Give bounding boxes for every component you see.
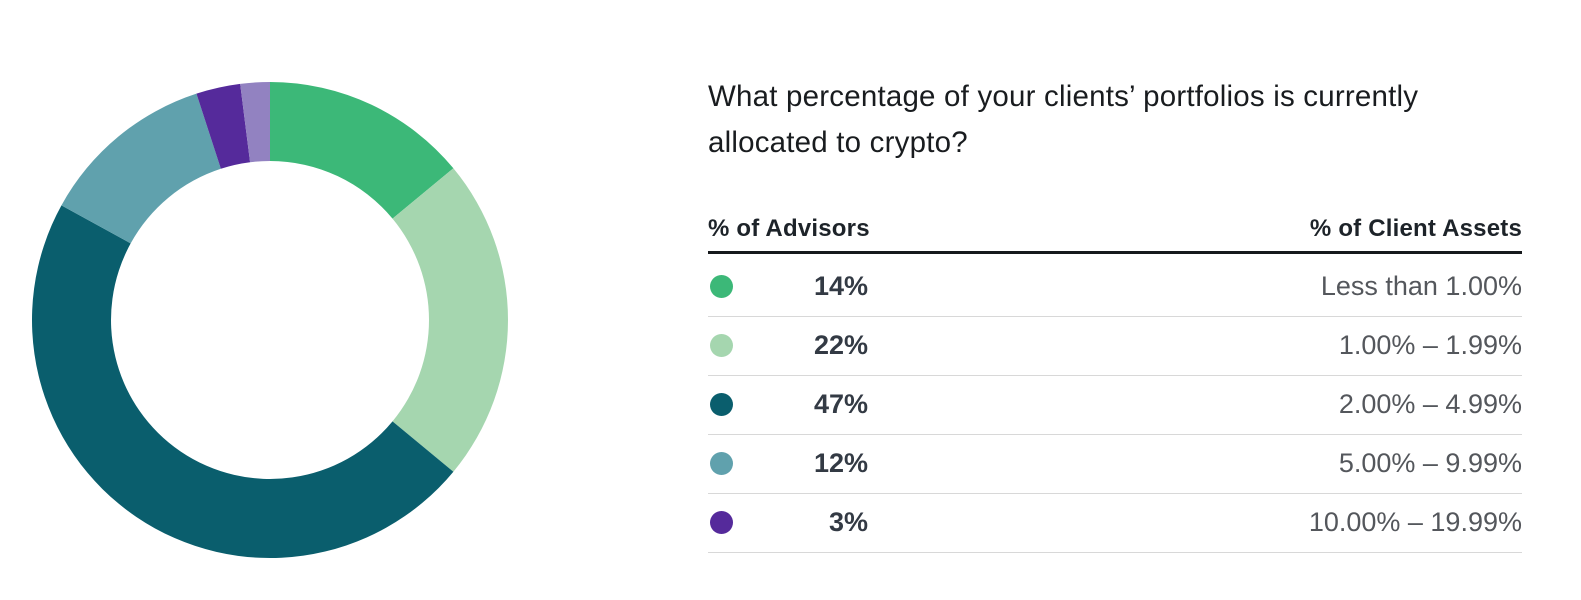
donut-chart-svg <box>31 81 509 559</box>
advisors-percent: 47% <box>813 389 868 419</box>
donut-segment <box>31 205 454 559</box>
table-body: 14% Less than 1.00% 22% 1.00% – 1.99% 47% 2.0… <box>708 258 1522 553</box>
donut-segment <box>392 168 509 472</box>
table-row: 47% 2.00% – 4.99% <box>708 376 1522 435</box>
legend-dot-icon <box>710 511 733 534</box>
legend-dot-icon <box>710 275 733 298</box>
client-assets-range: 10.00% – 19.99% <box>1308 507 1522 537</box>
donut-segment <box>270 81 454 219</box>
content-panel: What percentage of your clients’ portfol… <box>708 0 1522 553</box>
legend-dot-icon <box>710 393 733 416</box>
page-title: What percentage of your clients’ portfol… <box>708 80 1419 159</box>
client-assets-range: 2.00% – 4.99% <box>1338 389 1522 419</box>
header-client-assets: % of Client Assets <box>1309 215 1522 242</box>
donut-segment <box>240 82 270 163</box>
header-advisors: % of Advisors <box>708 215 870 242</box>
advisors-percent: 22% <box>813 330 868 360</box>
advisors-percent: 14% <box>813 271 868 301</box>
table-header: % of Advisors % of Client Assets <box>708 214 1522 254</box>
table-row: 22% 1.00% – 1.99% <box>708 317 1522 376</box>
legend-dot-icon <box>710 334 733 357</box>
client-assets-range: Less than 1.00% <box>1320 271 1522 301</box>
donut-segment <box>61 93 221 244</box>
legend-dot-icon <box>710 452 733 475</box>
advisors-percent: 3% <box>828 507 868 537</box>
donut-chart <box>0 0 560 559</box>
table-row: 14% Less than 1.00% <box>708 258 1522 317</box>
table-row: 3% 10.00% – 19.99% <box>708 494 1522 553</box>
advisors-percent: 12% <box>813 448 868 478</box>
client-assets-range: 5.00% – 9.99% <box>1338 448 1522 478</box>
client-assets-range: 1.00% – 1.99% <box>1338 330 1522 360</box>
donut-segment <box>196 83 251 169</box>
table-row: 12% 5.00% – 9.99% <box>708 435 1522 494</box>
